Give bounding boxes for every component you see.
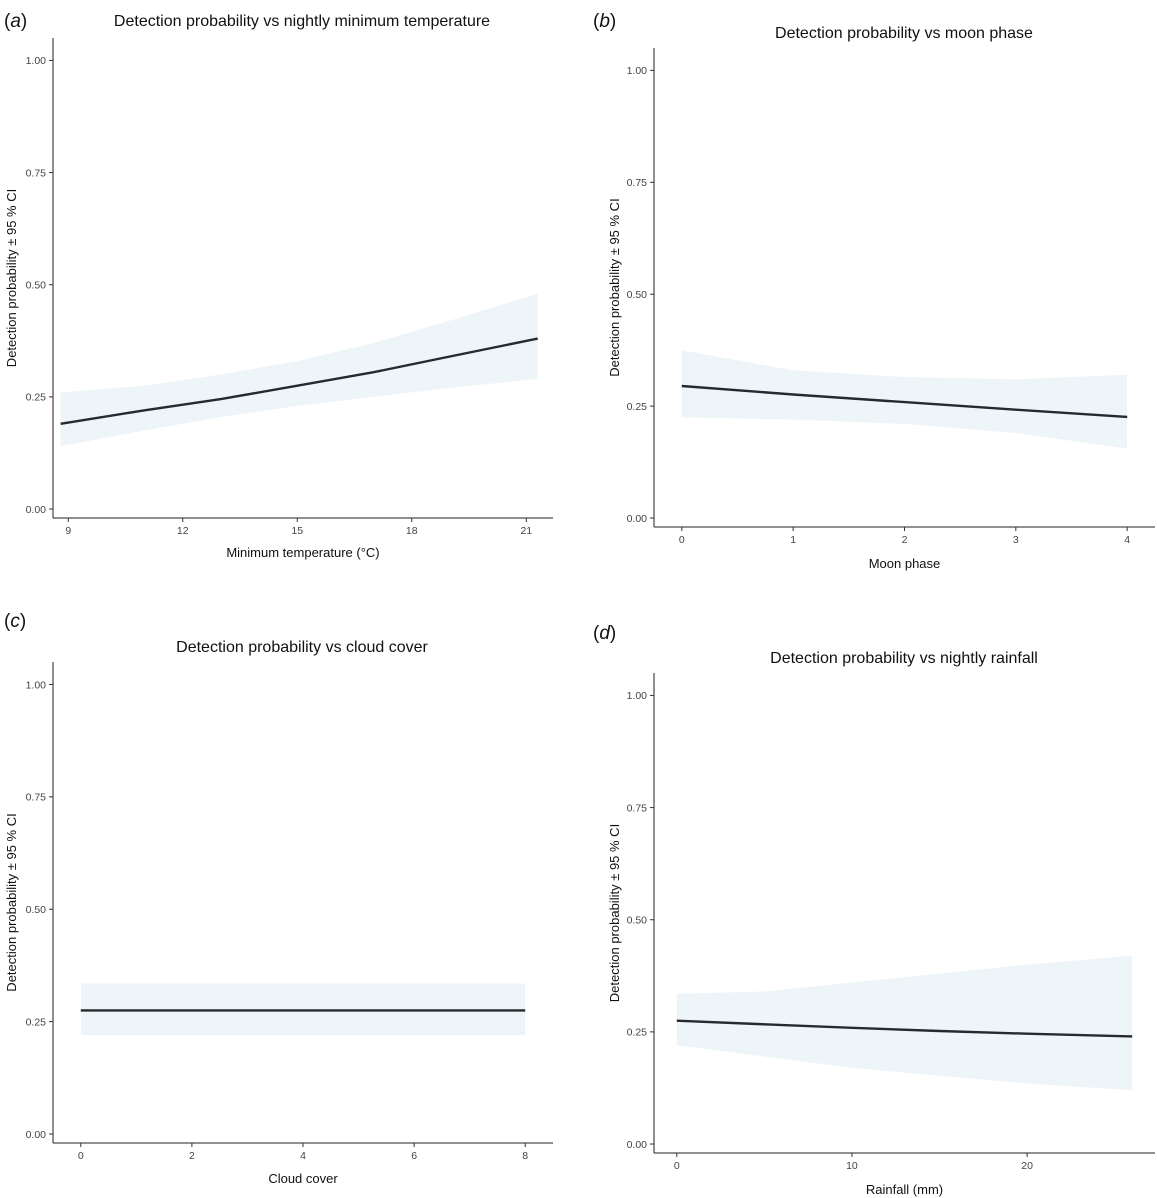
x-tick-label: 15 [291,525,303,537]
x-axis-title: Cloud cover [268,1171,338,1186]
y-axis-title: Detection probability ± 95 % CI [607,824,622,1002]
x-tick-label: 12 [177,525,189,537]
y-axis-title: Detection probability ± 95 % CI [4,189,19,367]
panel-c: (c) Detection probability vs cloud cover 0… [4,611,553,1186]
y-tick-label: 0.50 [627,289,648,301]
y-tick-label: 0.00 [26,1129,47,1141]
chart-title: Detection probability vs nightly minimum… [114,13,490,30]
y-tick-label: 0.75 [26,792,47,804]
chart-title: Detection probability vs nightly rainfal… [770,650,1038,667]
y-tick-label: 1.00 [26,679,47,691]
x-tick-label: 2 [902,534,908,546]
panel-label-close-paren: ) [20,611,26,632]
panel-label-letter: a [10,11,21,32]
y-tick-label: 0.00 [627,1139,648,1151]
panel-label-letter: d [599,623,611,644]
x-axis-title: Minimum temperature (°C) [226,545,379,560]
y-tick-label: 0.75 [26,167,47,179]
y-tick-label: 0.25 [26,392,47,404]
y-tick-label: 0.25 [627,1027,648,1039]
x-tick-label: 8 [522,1150,528,1162]
series-line [681,384,1128,419]
panel-label-close-paren: ) [610,11,616,32]
x-tick-label: 4 [300,1150,306,1162]
y-tick-label: 0.50 [627,915,648,927]
y-tick-label: 1.00 [26,55,47,67]
panel-label: (c) [4,611,26,632]
y-tick-label: 0.75 [627,802,648,814]
y-tick-label: 0.00 [26,504,47,516]
x-tick-label: 0 [78,1150,84,1162]
x-tick-label: 4 [1124,534,1130,546]
confidence-ribbon [60,293,538,447]
y-axis-title: Detection probability ± 95 % CI [4,813,19,991]
x-tick-label: 3 [1013,534,1019,546]
x-tick-label: 0 [674,1160,680,1172]
x-tick-label: 6 [411,1150,417,1162]
x-tick-label: 1 [790,534,796,546]
y-tick-label: 0.50 [26,280,47,292]
x-tick-label: 0 [679,534,685,546]
series-line [60,337,538,425]
x-tick-label: 10 [846,1160,858,1172]
x-axis-title: Rainfall (mm) [866,1182,943,1197]
panel-label-open-paren: ( [4,611,11,632]
panel-label-open-paren: ( [593,623,600,644]
panel-label: (a) [4,11,27,32]
series-line [676,1019,1133,1038]
y-tick-label: 1.00 [627,690,648,702]
panel-label-open-paren: ( [593,11,600,32]
panel-label: (b) [593,11,616,32]
y-tick-label: 1.00 [627,65,648,77]
panel-label-letter: b [599,11,610,32]
y-tick-label: 0.25 [627,401,648,413]
chart-title: Detection probability vs moon phase [775,25,1033,42]
chart-title: Detection probability vs cloud cover [176,639,428,656]
x-tick-label: 18 [406,525,418,537]
x-tick-label: 20 [1021,1160,1033,1172]
x-axis-title: Moon phase [869,556,941,571]
confidence-ribbon [681,350,1128,449]
panel-b: (b) Detection probability vs moon phase 0.… [593,11,1155,571]
y-axis-title: Detection probability ± 95 % CI [607,198,622,376]
x-tick-label: 21 [520,525,532,537]
y-tick-label: 0.00 [627,513,648,525]
panel-label-open-paren: ( [4,11,11,32]
x-tick-label: 2 [189,1150,195,1162]
panel-label-close-paren: ) [610,623,616,644]
panel-label-letter: c [10,611,20,632]
y-tick-label: 0.25 [26,1016,47,1028]
y-tick-label: 0.50 [26,904,47,916]
panel-a: (a) Detection probability vs nightly mini… [4,11,553,560]
panel-label-close-paren: ) [21,11,27,32]
x-tick-label: 9 [65,525,71,537]
y-tick-label: 0.75 [627,177,648,189]
panel-label: (d) [593,623,616,644]
confidence-ribbon [676,955,1133,1091]
panel-d: (d) Detection probability vs nightly rain… [593,623,1155,1197]
